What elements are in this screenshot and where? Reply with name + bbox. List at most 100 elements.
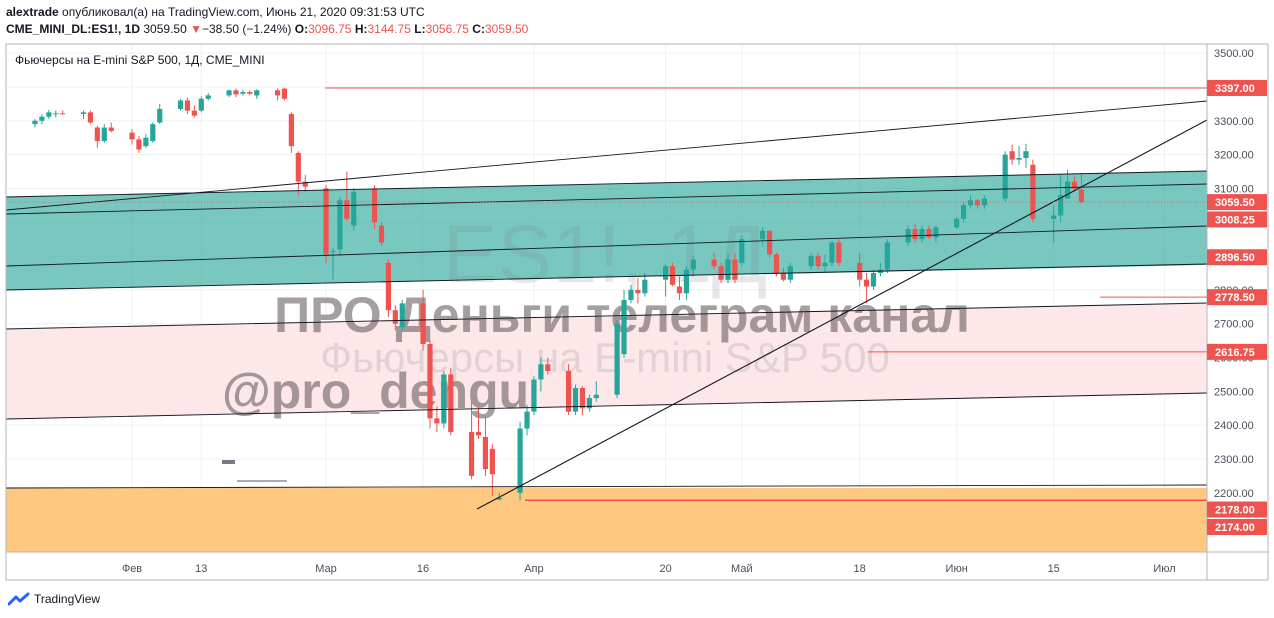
candle-body[interactable] — [60, 113, 66, 115]
candle-body[interactable] — [323, 188, 329, 255]
candle-body[interactable] — [517, 428, 523, 493]
candle-body[interactable] — [157, 108, 163, 123]
price-label-box[interactable] — [1207, 211, 1267, 228]
candle-body[interactable] — [392, 310, 398, 324]
candle-body[interactable] — [912, 229, 918, 240]
candle-body[interactable] — [690, 259, 696, 270]
candle-body[interactable] — [205, 95, 211, 99]
candle-body[interactable] — [39, 116, 45, 121]
candle-body[interactable] — [448, 374, 454, 432]
candle-body[interactable] — [337, 200, 343, 250]
trend-lines-layer[interactable] — [5, 87, 1208, 510]
candle-body[interactable] — [427, 343, 433, 419]
candle-body[interactable] — [718, 266, 724, 280]
candle-body[interactable] — [808, 256, 814, 267]
candle-body[interactable] — [967, 200, 974, 206]
price-label-box[interactable] — [1207, 249, 1267, 266]
candle-body[interactable] — [378, 225, 385, 243]
candle-body[interactable] — [766, 230, 773, 255]
candle-body[interactable] — [330, 250, 336, 252]
candle-body[interactable] — [184, 100, 191, 111]
candle-body[interactable] — [1023, 151, 1029, 158]
candle-body[interactable] — [538, 364, 544, 380]
candle-body[interactable] — [933, 227, 939, 238]
candle-body[interactable] — [108, 127, 114, 131]
candle-body[interactable] — [919, 229, 925, 240]
candle-body[interactable] — [468, 431, 475, 476]
candle-body[interactable] — [247, 92, 253, 94]
pink-channel-top-line[interactable] — [5, 302, 1208, 330]
candle-body[interactable] — [614, 323, 620, 395]
candle-body[interactable] — [579, 387, 586, 409]
candle-body[interactable] — [863, 279, 870, 287]
uptrend-line[interactable] — [476, 119, 1208, 510]
candle-body[interactable] — [496, 497, 502, 500]
candle-body[interactable] — [739, 239, 745, 263]
candle-body[interactable] — [482, 436, 489, 470]
candle-body[interactable] — [565, 371, 572, 412]
candle-body[interactable] — [274, 90, 281, 96]
candle-body[interactable] — [32, 120, 38, 125]
price-label-box[interactable] — [1207, 194, 1267, 211]
candle-body[interactable] — [129, 132, 135, 140]
upper-trend-line[interactable] — [5, 100, 1208, 211]
candle-body[interactable] — [254, 90, 260, 96]
candle-body[interactable] — [593, 394, 599, 399]
candle-body[interactable] — [628, 289, 634, 301]
candle-body[interactable] — [822, 262, 828, 267]
candle-body[interactable] — [226, 90, 232, 96]
candle-body[interactable] — [760, 230, 766, 240]
price-label-box[interactable] — [1207, 343, 1267, 360]
candle-body[interactable] — [635, 289, 641, 294]
green-channel-bottom-line[interactable] — [5, 263, 1208, 291]
candle-body[interactable] — [434, 418, 440, 424]
candle-body[interactable] — [489, 448, 495, 475]
candle-body[interactable] — [829, 242, 835, 263]
candle-body[interactable] — [198, 98, 204, 111]
candle-body[interactable] — [663, 266, 669, 280]
price-label-box[interactable] — [1207, 289, 1267, 306]
green-channel-lower-line[interactable] — [5, 225, 1208, 267]
candle-body[interactable] — [46, 112, 52, 117]
candle-body[interactable] — [725, 259, 731, 280]
candle-body[interactable] — [371, 188, 378, 223]
candle-body[interactable] — [773, 254, 780, 273]
candle-body[interactable] — [295, 152, 301, 182]
price-label-box[interactable] — [1207, 519, 1267, 535]
candle-body[interactable] — [233, 90, 239, 95]
candle-body[interactable] — [351, 191, 357, 226]
candle-body[interactable] — [475, 431, 482, 436]
orange-zone-top-line[interactable] — [5, 484, 1208, 489]
candle-body[interactable] — [572, 387, 579, 412]
candle-body[interactable] — [281, 88, 288, 99]
candle-body[interactable] — [531, 379, 537, 412]
candle-body[interactable] — [191, 110, 197, 116]
candle-body[interactable] — [150, 124, 156, 142]
candle-body[interactable] — [136, 139, 142, 150]
candle-body[interactable] — [441, 374, 447, 424]
candle-body[interactable] — [344, 200, 350, 219]
candle-body[interactable] — [815, 256, 821, 267]
candle-body[interactable] — [1009, 151, 1015, 160]
candle-body[interactable] — [676, 286, 683, 294]
candle-body[interactable] — [288, 114, 294, 147]
candle-body[interactable] — [399, 303, 405, 328]
candle-body[interactable] — [302, 181, 308, 187]
candle-body[interactable] — [1064, 181, 1071, 199]
candle-body[interactable] — [1078, 189, 1085, 203]
candle-body[interactable] — [87, 112, 94, 123]
candle-body[interactable] — [1016, 157, 1022, 160]
candle-body[interactable] — [954, 218, 960, 228]
green-channel-mid-line[interactable] — [5, 183, 1208, 215]
candle-body[interactable] — [836, 242, 842, 263]
candle-body[interactable] — [80, 112, 87, 115]
candle-body[interactable] — [780, 272, 787, 280]
candle-body[interactable] — [870, 272, 877, 287]
candle-body[interactable] — [385, 262, 392, 311]
candle-body[interactable] — [1058, 195, 1064, 216]
candle-body[interactable] — [642, 279, 648, 294]
candle-body[interactable] — [711, 259, 717, 267]
candle-body[interactable] — [420, 303, 426, 344]
candle-body[interactable] — [177, 100, 184, 109]
candle-body[interactable] — [1030, 164, 1036, 219]
